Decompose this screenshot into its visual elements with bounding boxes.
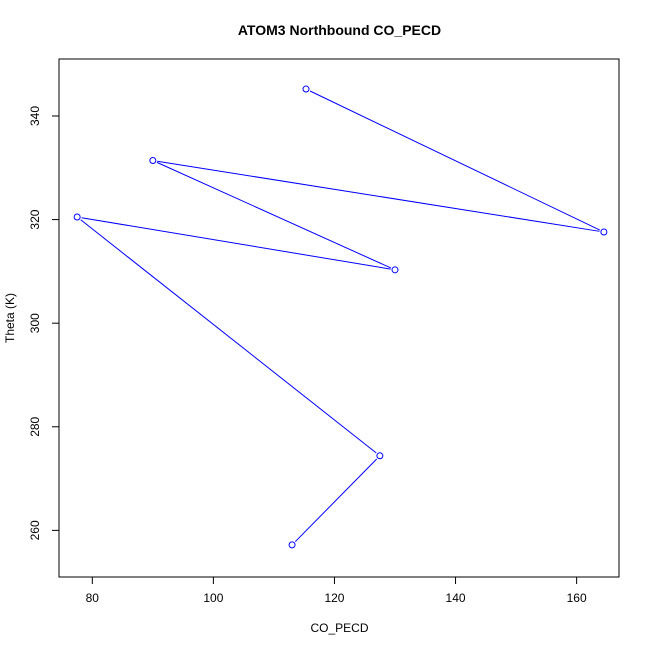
y-tick-label: 320 <box>28 209 42 229</box>
series-segment <box>294 458 378 543</box>
x-axis-label: CO_PECD <box>310 621 368 635</box>
series-segment <box>81 217 391 270</box>
data-point <box>391 266 399 274</box>
y-tick-label: 260 <box>28 520 42 540</box>
chart-title: ATOM3 Northbound CO_PECD <box>238 22 441 38</box>
x-axis: 80 100 120 140 160 <box>86 576 587 605</box>
data-point <box>376 452 384 460</box>
data-point <box>149 157 157 165</box>
x-tick-label: 120 <box>324 591 344 605</box>
x-tick-label: 160 <box>567 591 587 605</box>
data-point <box>302 85 310 93</box>
y-axis-label: Theta (K) <box>3 293 17 343</box>
data-point <box>600 228 608 236</box>
y-axis: 260 280 300 320 340 <box>28 106 60 540</box>
data-point <box>288 541 296 549</box>
series-segment <box>309 90 601 231</box>
series-segment <box>156 161 392 269</box>
y-tick-label: 280 <box>28 416 42 436</box>
series-segment <box>157 160 600 232</box>
y-tick-label: 340 <box>28 106 42 126</box>
x-tick-label: 140 <box>446 591 466 605</box>
x-tick-label: 80 <box>86 591 100 605</box>
series-segment <box>80 219 377 454</box>
series-layer <box>73 85 608 549</box>
x-tick-label: 100 <box>203 591 223 605</box>
plot-frame <box>58 58 620 578</box>
data-point <box>73 213 81 221</box>
y-tick-label: 300 <box>28 313 42 333</box>
